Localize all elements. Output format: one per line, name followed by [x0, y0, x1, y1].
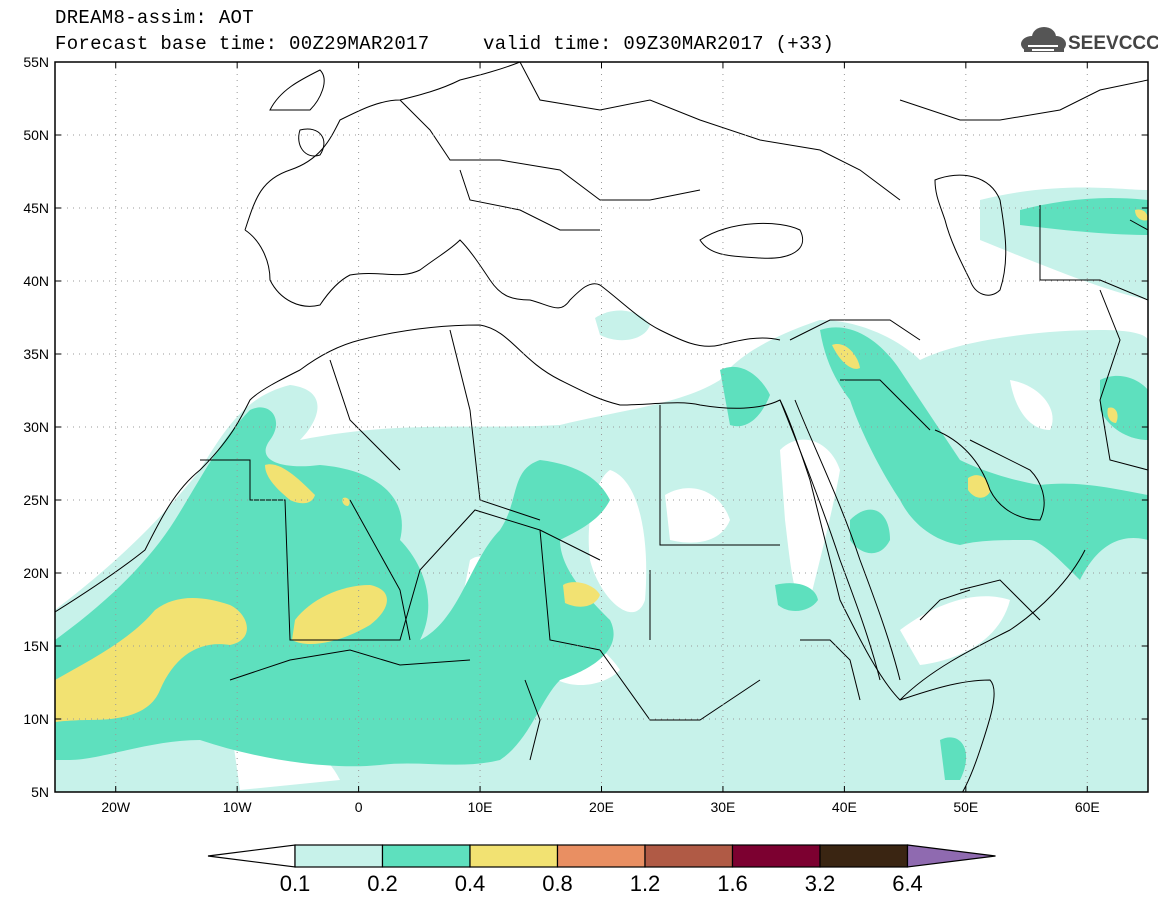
lon-tick-label: 20E — [589, 799, 614, 815]
aot-fields — [55, 187, 1148, 792]
lat-tick-label: 15N — [23, 638, 49, 654]
colorbar-segment — [294, 844, 384, 868]
lon-axis: 20W 10W 0 10E 20E 30E 40E 50E 60E — [101, 62, 1100, 815]
colorbar-label: 3.2 — [805, 871, 836, 896]
lat-tick-label: 35N — [23, 346, 49, 362]
colorbar-label: 0.8 — [542, 871, 573, 896]
colorbar-over-arrow — [906, 844, 996, 868]
colorbar-segment — [644, 844, 734, 868]
lat-tick-label: 10N — [23, 711, 49, 727]
logo-text: SEEVCCC — [1068, 33, 1158, 54]
colorbar-segment — [819, 844, 909, 868]
product-title: DREAM8-assim: AOT — [55, 7, 254, 29]
colorbar-label: 1.2 — [630, 871, 661, 896]
lat-tick-label: 40N — [23, 273, 49, 289]
lon-tick-label: 20W — [101, 799, 131, 815]
valid-time: valid time: 09Z30MAR2017 (+33) — [483, 33, 835, 55]
lat-tick-label: 50N — [23, 127, 49, 143]
lat-tick-label: 45N — [23, 200, 49, 216]
lon-tick-label: 0 — [355, 799, 363, 815]
colorbar-segment — [731, 844, 821, 868]
lat-axis: 55N 50N 45N 40N 35N 30N 25N 20N 15N 10N 5N — [23, 54, 1148, 800]
seevccc-logo: SEEVCCC — [1021, 27, 1158, 54]
colorbar-label: 6.4 — [892, 871, 923, 896]
lon-tick-label: 10E — [468, 799, 493, 815]
lat-tick-label: 55N — [23, 54, 49, 70]
lon-tick-label: 10W — [223, 799, 253, 815]
colorbar: 0.1 0.2 0.4 0.8 1.2 1.6 3.2 6.4 — [207, 844, 996, 896]
lat-tick-label: 25N — [23, 492, 49, 508]
colorbar-under-arrow — [207, 844, 296, 868]
lon-tick-label: 50E — [953, 799, 978, 815]
colorbar-label: 0.2 — [367, 871, 398, 896]
lon-tick-label: 30E — [710, 799, 735, 815]
lon-tick-label: 60E — [1075, 799, 1100, 815]
aot-band-0.2 — [55, 198, 1148, 780]
lat-tick-label: 20N — [23, 565, 49, 581]
graticule — [55, 62, 1148, 792]
colorbar-segment — [381, 844, 471, 868]
lon-tick-label: 40E — [832, 799, 857, 815]
colorbar-segment — [556, 844, 646, 868]
forecast-base-time: Forecast base time: 00Z29MAR2017 — [55, 33, 430, 55]
colorbar-label: 1.6 — [717, 871, 748, 896]
coastlines-borders — [55, 62, 1148, 792]
colorbar-segment — [469, 844, 559, 868]
lat-tick-label: 5N — [31, 784, 49, 800]
colorbar-label: 0.1 — [280, 871, 311, 896]
aot-band-0.4 — [55, 209, 1148, 722]
lat-tick-label: 30N — [23, 419, 49, 435]
colorbar-label: 0.4 — [455, 871, 486, 896]
